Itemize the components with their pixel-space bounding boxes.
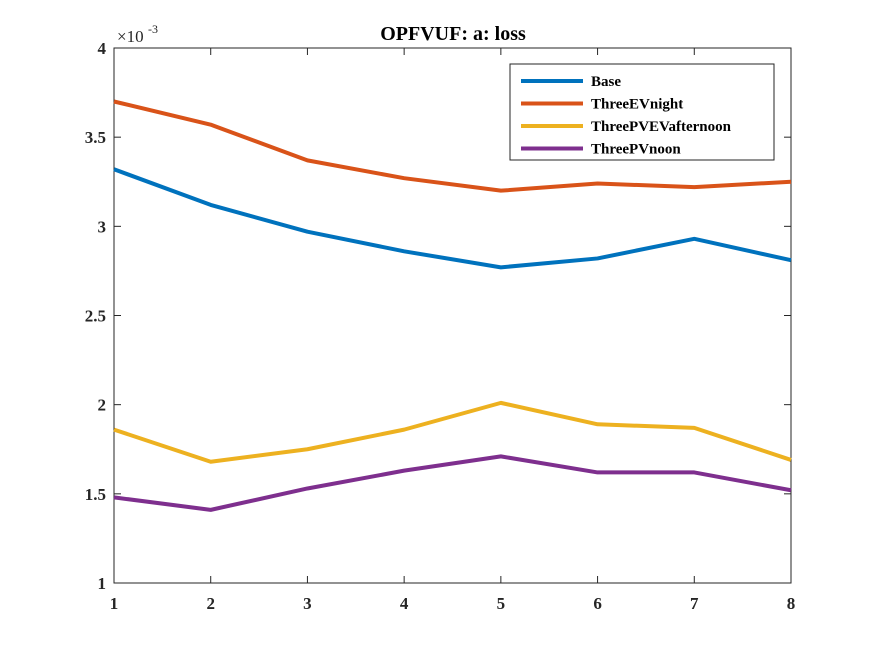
series-line-base xyxy=(113,167,792,270)
chart-title: OPFVUF: a: loss xyxy=(380,23,526,45)
legend-label-threepvevafternoon: ThreePVEVafternoon xyxy=(591,119,732,135)
x-tick-label: 7 xyxy=(690,594,699,613)
y-tick-label: 4 xyxy=(98,39,107,58)
plot-area: 1 2 3 4 5 6 7 8 1 1.5 2 2.5 3 3.5 4 xyxy=(85,39,796,613)
y-tick-label: 3.5 xyxy=(85,128,106,147)
legend: Base ThreeEVnight ThreePVEVafternoon ThreeP… xyxy=(509,63,775,161)
series-line-threepvnoon xyxy=(113,454,792,512)
y-tick-label: 3 xyxy=(98,217,107,236)
y-tick-label: 2.5 xyxy=(85,307,106,326)
legend-label-threepvnoon: ThreePVnoon xyxy=(591,142,681,158)
x-tick-label: 6 xyxy=(593,594,602,613)
series-line-threepvevafternoon xyxy=(113,400,792,464)
series-line-threeevnight xyxy=(113,99,792,193)
y-tick-label: 1.5 xyxy=(85,485,106,504)
y-axis-exponent: ×10 -3 xyxy=(117,22,158,46)
x-tick-label: 1 xyxy=(110,594,119,613)
x-tick-label: 4 xyxy=(400,594,409,613)
y-tick-label: 2 xyxy=(98,396,107,415)
x-tick-label: 2 xyxy=(206,594,215,613)
legend-label-threeevnight: ThreeEVnight xyxy=(591,97,683,113)
x-tick-label: 3 xyxy=(303,594,312,613)
y-exponent-base: ×10 xyxy=(117,27,144,46)
y-tick-label: 1 xyxy=(98,574,107,593)
x-tick-label: 5 xyxy=(497,594,506,613)
y-exponent-power: -3 xyxy=(148,22,158,36)
x-tick-label: 8 xyxy=(787,594,796,613)
legend-label-base: Base xyxy=(591,74,621,90)
